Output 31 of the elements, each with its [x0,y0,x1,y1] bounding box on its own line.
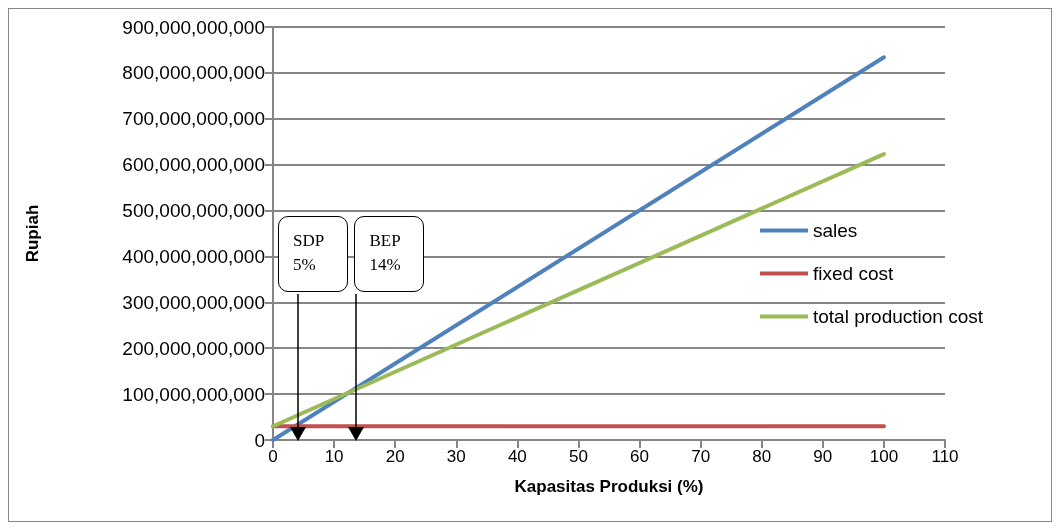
y-tick-label: 700,000,000,000 [122,108,265,130]
x-tick-label: 20 [385,447,405,466]
x-tick-label: 50 [568,447,588,466]
y-tick-label: 600,000,000,000 [122,154,265,176]
ref-line-label: BEP 14% [369,231,401,274]
x-tick-label: 70 [691,447,711,466]
y-axis-title: Rupiah [23,204,42,263]
y-tick-label: 200,000,000,000 [122,337,265,359]
x-tick-label: 40 [507,447,527,466]
legend-label: total production cost [813,306,984,327]
y-tick-label: 800,000,000,000 [122,62,265,84]
legend-label: sales [813,220,858,241]
y-tick-label: 400,000,000,000 [122,245,265,267]
x-tick-label: 110 [931,447,959,466]
y-tick-label: 500,000,000,000 [122,200,265,222]
x-axis-title: Kapasitas Produksi (%) [514,477,704,496]
x-tick-label: 0 [268,447,278,466]
x-tick-label: 100 [869,447,899,466]
x-tick-label: 60 [630,447,650,466]
label-box: BEP 14% [354,216,425,292]
label-box: SDP 5% [278,216,348,292]
x-tick-label: 90 [813,447,833,466]
y-tick-label: 300,000,000,000 [122,291,265,313]
x-tick-label: 10 [324,447,344,466]
y-tick-label: 0 [254,429,265,451]
y-tick-label: 900,000,000,000 [122,16,265,38]
x-tick-label: 80 [752,447,772,466]
ref-line-label: SDP 5% [293,231,325,274]
x-tick-label: 30 [446,447,466,466]
y-tick-label: 100,000,000,000 [122,383,265,405]
legend-label: fixed cost [813,263,894,284]
